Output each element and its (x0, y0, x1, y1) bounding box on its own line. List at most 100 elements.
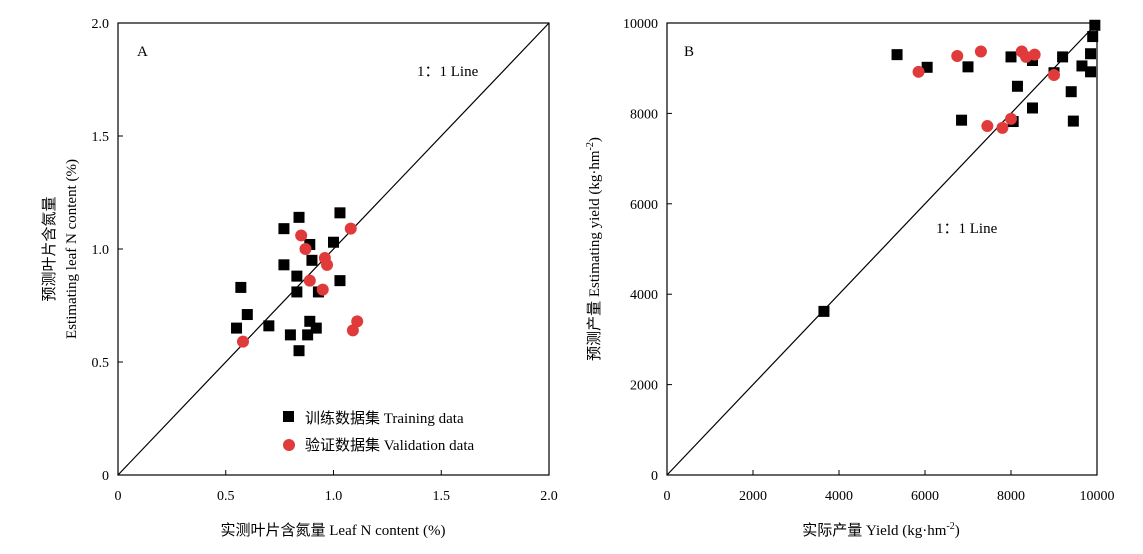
panel-b-validation-point (1048, 68, 1060, 81)
panel-a-training-point (328, 236, 339, 248)
panel-b-x-axis-title-sup: -2 (946, 521, 954, 532)
panel-a-data-points (231, 207, 364, 357)
panel-a-training-point (302, 329, 314, 341)
panel-a-validation-point (316, 283, 329, 296)
panel-a-x-tick-label: 0.5 (217, 489, 235, 504)
panel-b-training-point (891, 49, 903, 61)
panel-a-y-axis-title-line2: Estimating leaf N content (%) (64, 159, 80, 339)
panel-a-training-point (231, 322, 243, 334)
panel-a-x-axis-title: 实测叶片含氮量 Leaf N content (%) (221, 522, 446, 539)
panel-b-y-tick-label: 4000 (630, 288, 658, 303)
panel-a-training-point (235, 281, 247, 293)
legend-training-label: 训练数据集 Training data (305, 410, 464, 427)
panel-b-training-point (1027, 55, 1038, 67)
panel-b-training-point (962, 61, 974, 73)
panel-b-training-point (1089, 19, 1101, 31)
panel-b-letter: B (684, 44, 694, 60)
panel-a-training-point (306, 254, 318, 266)
panel-b-x-tick-label: 4000 (825, 489, 853, 504)
panel-a-y-tick-label: 0 (102, 469, 109, 484)
panel-b-y-axis-title: 预测产量 Estimating yield (kg·hm-2) (585, 137, 603, 361)
panel-a-training-point (310, 322, 322, 334)
panel-a-validation-point (295, 229, 308, 242)
panel-b-y-tick-label: 2000 (630, 379, 658, 394)
panel-b-y-tick-label: 10000 (623, 17, 658, 32)
panel-b-validation-point (1028, 48, 1041, 61)
panel-a-training-point (284, 329, 296, 341)
panel-a-legend: 训练数据集 Training data 验证数据集 Validation dat… (283, 410, 474, 454)
panel-b-y-axis-title-main: 预测产量 Estimating yield (kg·hm (586, 150, 603, 361)
panel-a-chart: 0 0.5 1.0 1.5 2.0 0 0.5 1.0 1.5 2.0 A 1：1 Line 训练… (41, 17, 558, 539)
legend-validation-marker (283, 439, 295, 451)
panel-b-training-point (921, 61, 933, 73)
panel-b-x-tick-label: 8000 (997, 489, 1025, 504)
legend-training-marker (283, 411, 294, 422)
panel-b-validation-point (974, 45, 987, 58)
panel-b-plot-frame (666, 22, 1098, 476)
panel-a-training-point (278, 223, 290, 235)
panel-b-training-point (1085, 66, 1097, 78)
panel-b-validation-point (1005, 112, 1017, 125)
panel-a-training-point (304, 315, 316, 327)
panel-a-x-tick-label: 2.0 (540, 489, 558, 504)
panel-b-line-annotation: 1：1 Line (936, 221, 998, 237)
panel-b-training-point (818, 305, 830, 317)
panel-b-training-point (1076, 60, 1088, 72)
panel-a-validation-point (303, 274, 316, 287)
panel-a-validation-point (351, 315, 364, 328)
panel-a-training-point (291, 270, 303, 282)
panel-a-training-point (278, 259, 290, 271)
panel-a-validation-point (344, 222, 357, 235)
panel-b-validation-point (981, 120, 994, 133)
panel-b-y-tick-label: 6000 (630, 198, 658, 213)
panel-a-x-tick-label: 0 (115, 489, 122, 504)
panel-b-y-tick-label: 0 (651, 469, 658, 484)
panel-b-chart: 0 2000 4000 6000 8000 10000 0 2000 4000 6000 8000 1… (585, 17, 1115, 539)
panel-b-x-tick-label: 10000 (1080, 489, 1115, 504)
panel-b-validation-point (951, 49, 964, 62)
panel-a-training-point (291, 286, 303, 298)
panel-b-training-point (1057, 51, 1069, 63)
panel-b-validation-point (996, 121, 1009, 134)
panel-a-training-point (334, 207, 346, 219)
panel-a-training-point (293, 211, 305, 223)
legend-validation-label: 验证数据集 Validation data (305, 437, 474, 454)
panel-a-y-tick-label: 1.5 (92, 130, 110, 145)
panel-a-training-point (241, 309, 253, 321)
panel-b-x-axis-title: 实际产量 Yield (kg·hm-2) (802, 521, 960, 539)
panel-b-validation-point (912, 65, 925, 78)
panel-b-one-to-one-line (666, 22, 1098, 476)
panel-b-training-point (1085, 48, 1097, 60)
panel-b-ticks: 0 2000 4000 6000 8000 10000 0 2000 4000 6000 8000 1… (623, 17, 1115, 504)
panel-b-x-axis-title-end: ) (955, 523, 960, 539)
panel-a-plot-frame (117, 22, 550, 476)
panel-b-y-axis-title-end: ) (587, 137, 603, 142)
panel-a-y-tick-label: 0.5 (92, 356, 110, 371)
panel-a-training-point (334, 275, 346, 287)
panel-b-training-point (1005, 51, 1017, 63)
panel-b-training-point (1087, 31, 1099, 43)
panel-a-training-point (263, 320, 275, 332)
panel-a-training-point (304, 238, 316, 250)
panel-a-x-tick-label: 1.0 (325, 489, 343, 504)
panel-b-y-tick-label: 8000 (630, 107, 658, 122)
panel-b-data-points (818, 19, 1101, 317)
panel-b-training-point (1067, 115, 1079, 127)
panel-a-line-annotation: 1：1 Line (417, 64, 479, 80)
panel-b-training-point (1027, 102, 1038, 114)
panel-a-y-axis-title-line1: 预测叶片含氮量 (41, 196, 58, 301)
panel-b-x-tick-label: 0 (664, 489, 671, 504)
panel-a-x-tick-label: 1.5 (433, 489, 451, 504)
panel-a-training-point (293, 345, 305, 357)
panel-b-x-axis-title-main: 实际产量 Yield (kg·hm (802, 522, 946, 539)
panel-a-validation-point (299, 243, 312, 255)
panel-a-one-to-one-line (117, 22, 550, 476)
panel-b-x-tick-label: 2000 (739, 489, 767, 504)
panel-a-validation-point (321, 258, 334, 271)
panel-b-training-point (956, 114, 968, 126)
panel-a-y-tick-label: 2.0 (92, 17, 110, 32)
panel-b-training-point (1065, 86, 1077, 98)
panel-b-training-point (1011, 80, 1023, 92)
panel-b-y-axis-title-sup: -2 (585, 142, 596, 150)
